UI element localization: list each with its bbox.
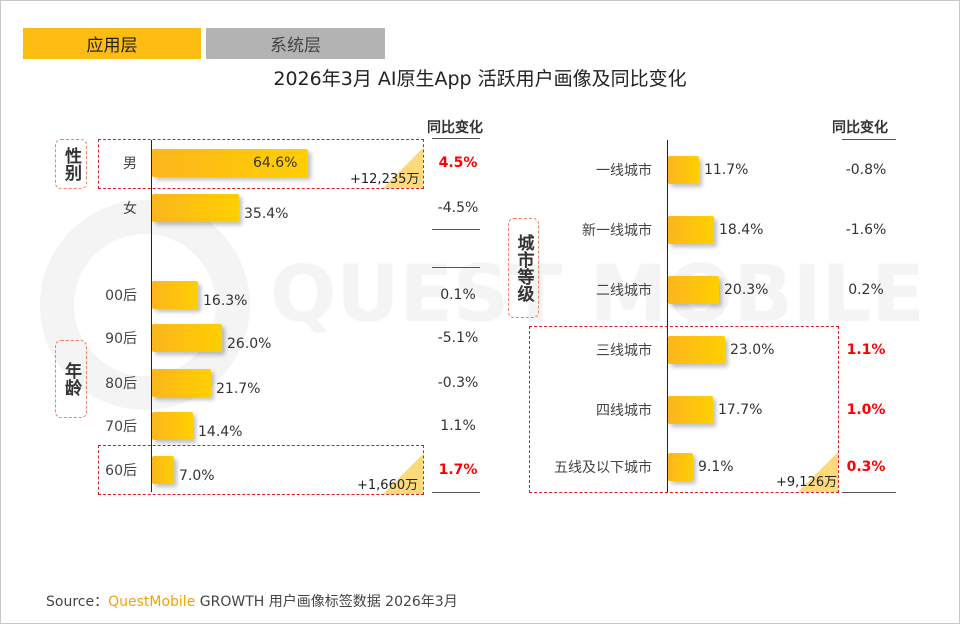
category-label: 90后 <box>105 331 137 347</box>
increment-label-60s: +1,660万 <box>357 478 419 493</box>
bar <box>668 396 713 424</box>
tab-app-layer[interactable]: 应用层 <box>23 28 201 59</box>
value-label: 17.7% <box>718 402 763 418</box>
value-label: 26.0% <box>227 336 272 352</box>
yoy-change: 0.1% <box>440 287 476 303</box>
yoy-change: 1.7% <box>438 462 478 478</box>
highlight-box-60s <box>98 445 424 495</box>
source-brand: QuestMobile <box>108 594 196 610</box>
value-label: 64.6% <box>253 155 298 171</box>
yoy-change: 1.0% <box>846 402 886 418</box>
bar <box>152 149 308 177</box>
bar <box>668 453 693 481</box>
category-label: 60后 <box>105 463 137 479</box>
category-label: 女 <box>123 201 137 217</box>
yoy-change: -0.3% <box>437 375 479 391</box>
chart-title: 2026年3月 AI原生App 活跃用户画像及同比变化 <box>273 68 687 90</box>
increment-marker <box>383 148 423 188</box>
bar <box>152 412 193 440</box>
divider <box>432 492 480 493</box>
increment-label-lower-tier: +9,126万 <box>776 475 838 490</box>
yoy-change: -0.8% <box>845 162 887 178</box>
increment-marker <box>383 454 423 494</box>
value-label: 23.0% <box>730 342 775 358</box>
yoy-change: -1.6% <box>845 222 887 238</box>
bar <box>668 156 699 184</box>
yoy-change: 1.1% <box>440 418 476 434</box>
increment-label-male: +12,235万 <box>350 172 420 187</box>
yoy-change: 4.5% <box>438 155 478 171</box>
group-label-gender: 性别 <box>55 139 87 189</box>
tab-system-layer[interactable]: 系统层 <box>206 28 385 59</box>
category-label: 00后 <box>105 288 137 304</box>
change-header-right: 同比变化 <box>832 120 888 136</box>
source-text: GROWTH 用户画像标签数据 2026年3月 <box>195 594 458 610</box>
category-label: 男 <box>123 156 137 172</box>
group-label-age: 年龄 <box>55 340 87 418</box>
category-label: 新一线城市 <box>582 223 652 239</box>
bar <box>152 281 198 309</box>
value-label: 16.3% <box>203 293 248 309</box>
highlight-box-lower-tier <box>529 326 839 493</box>
header-underline <box>432 138 480 139</box>
yoy-change: -4.5% <box>437 200 479 216</box>
value-label: 35.4% <box>244 206 289 222</box>
group-label-city-tier: 城市等级 <box>508 218 539 318</box>
change-header-left: 同比变化 <box>427 120 483 136</box>
bar <box>152 369 211 397</box>
value-label: 20.3% <box>724 282 769 298</box>
yoy-change: 0.3% <box>846 459 886 475</box>
bar <box>668 216 714 244</box>
bar <box>152 324 222 352</box>
category-label: 四线城市 <box>596 403 652 419</box>
value-label: 18.4% <box>719 222 764 238</box>
right-axis <box>667 140 668 492</box>
source-note: Source：QuestMobile GROWTH 用户画像标签数据 2026年… <box>46 591 458 611</box>
bar <box>152 194 239 222</box>
yoy-change: -5.1% <box>437 330 479 346</box>
divider <box>842 492 896 493</box>
bar <box>668 276 719 304</box>
value-label: 7.0% <box>179 468 215 484</box>
category-label: 80后 <box>105 376 137 392</box>
divider <box>432 229 480 230</box>
category-label: 70后 <box>105 419 137 435</box>
category-label: 一线城市 <box>596 163 652 179</box>
value-label: 14.4% <box>198 424 243 440</box>
left-axis <box>151 140 152 492</box>
category-label: 三线城市 <box>596 343 652 359</box>
value-label: 9.1% <box>698 459 734 475</box>
yoy-change: 1.1% <box>846 342 886 358</box>
yoy-change: 0.2% <box>848 282 884 298</box>
bar <box>668 336 725 364</box>
value-label: 21.7% <box>216 381 261 397</box>
category-label: 二线城市 <box>596 283 652 299</box>
value-label: 11.7% <box>704 162 749 178</box>
category-label: 五线及以下城市 <box>554 460 652 476</box>
divider <box>432 267 480 268</box>
bar <box>152 456 174 484</box>
highlight-box-male <box>98 139 424 189</box>
header-underline <box>842 139 896 140</box>
increment-marker <box>798 452 838 492</box>
source-prefix: Source： <box>46 594 109 610</box>
